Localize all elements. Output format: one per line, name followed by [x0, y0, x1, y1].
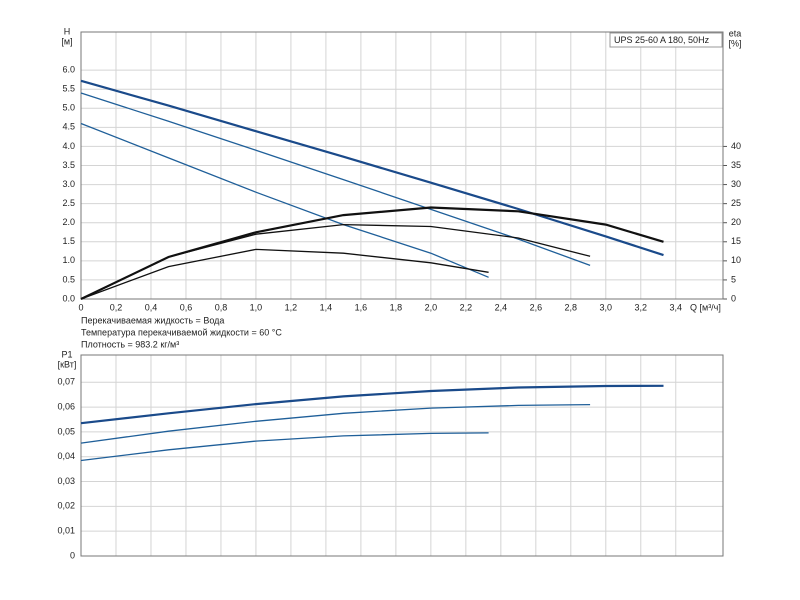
y-tick-label: 6.0 [62, 65, 75, 75]
y-tick-label: 0,05 [57, 426, 75, 436]
x-tick-label: 1,2 [285, 302, 298, 312]
x-tick-label: 2,4 [495, 302, 508, 312]
x-tick-label: 1,0 [250, 302, 263, 312]
y-tick-label: 3.0 [62, 179, 75, 189]
series-line [80, 122, 489, 278]
y2-axis-unit: [%] [728, 38, 741, 48]
y-tick-label: 3.5 [62, 160, 75, 170]
legend-text: UPS 25-60 A 180, 50Hz [614, 35, 710, 45]
y-tick-label: 5.0 [62, 103, 75, 113]
y2-tick-label: 5 [731, 274, 736, 284]
x-tick-label: 0 [78, 302, 83, 312]
x-tick-label: 2,0 [425, 302, 438, 312]
x-tick-label: 3,2 [635, 302, 648, 312]
annotation: Температура перекачиваемой жидкости = 60… [81, 327, 282, 337]
plot-frame [80, 354, 724, 557]
series-line [80, 432, 489, 462]
y-tick-label: 2.0 [62, 217, 75, 227]
x-tick-label: 2,2 [460, 302, 473, 312]
x-tick-label: 1,8 [390, 302, 403, 312]
y-tick-label: 0,03 [57, 476, 75, 486]
legend-box [609, 32, 723, 48]
y-tick-label: 4.0 [62, 141, 75, 151]
y2-tick-label: 20 [731, 217, 741, 227]
y-tick-label: 0,01 [57, 526, 75, 536]
y-tick-label: 2.5 [62, 198, 75, 208]
y-axis-unit: [м] [61, 36, 72, 46]
y2-tick-label: 25 [731, 198, 741, 208]
series-line [80, 223, 591, 300]
annotation: Плотность = 983.2 кг/м³ [81, 339, 179, 349]
plot-frame [80, 31, 724, 300]
x-tick-label: 0,6 [180, 302, 193, 312]
x-tick-label: 3,4 [670, 302, 683, 312]
y2-tick-label: 0 [731, 293, 736, 303]
y-tick-label: 0,07 [57, 377, 75, 387]
series-line [80, 79, 664, 257]
annotation: Перекачиваемая жидкость = Вода [81, 315, 224, 325]
x-axis-label: Q [м³/ч] [690, 302, 721, 312]
x-tick-label: 0,2 [110, 302, 123, 312]
y-tick-label: 0,04 [57, 451, 75, 461]
y2-tick-label: 15 [731, 236, 741, 246]
x-tick-label: 1,6 [355, 302, 368, 312]
x-tick-label: 2,8 [565, 302, 578, 312]
x-tick-label: 0,8 [215, 302, 228, 312]
x-tick-label: 3,0 [600, 302, 613, 312]
series-line [80, 248, 489, 300]
y-tick-label: 4.5 [62, 122, 75, 132]
y2-tick-label: 30 [731, 179, 741, 189]
series-line [80, 92, 591, 267]
y-tick-label: 0,06 [57, 401, 75, 411]
y-axis-label: P1 [61, 349, 72, 359]
y-tick-label: 0 [70, 550, 75, 560]
x-tick-label: 1,4 [320, 302, 333, 312]
y-tick-label: 0.0 [62, 293, 75, 303]
series-line [80, 403, 591, 444]
y-tick-label: 5.5 [62, 84, 75, 94]
y2-tick-label: 10 [731, 255, 741, 265]
x-tick-label: 2,6 [530, 302, 543, 312]
y-axis-label: H [64, 26, 71, 36]
y-tick-label: 1.5 [62, 236, 75, 246]
y2-axis-label: eta [729, 28, 742, 38]
y-tick-label: 1.0 [62, 255, 75, 265]
y-tick-label: 0,02 [57, 501, 75, 511]
y2-tick-label: 40 [731, 141, 741, 151]
y-axis-unit: [кВт] [58, 359, 77, 369]
y-tick-label: 0.5 [62, 274, 75, 284]
y2-tick-label: 35 [731, 160, 741, 170]
x-tick-label: 0,4 [145, 302, 158, 312]
series-line [80, 384, 664, 425]
